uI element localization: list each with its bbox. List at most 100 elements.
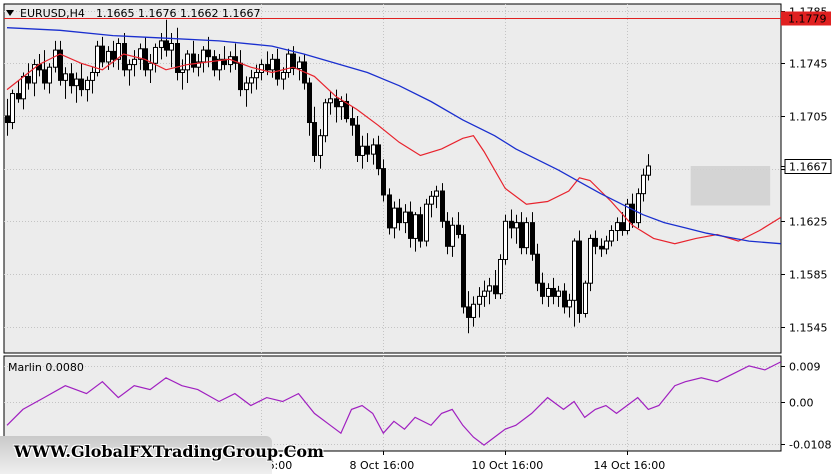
bullish-candle-body <box>318 135 323 156</box>
bullish-candle-body <box>90 71 95 81</box>
bearish-candle-body <box>111 50 116 60</box>
bullish-candle-body <box>641 174 646 195</box>
indicator-axis[interactable]: 0.009 0.00 -0.0108 <box>781 361 831 452</box>
watermark-text: WWW.GlobalFXTradingGroup.Com <box>14 442 324 461</box>
bullish-candle-body <box>259 64 264 73</box>
bullish-candle-body <box>132 58 137 66</box>
bullish-candle-body <box>53 49 58 68</box>
bearish-candle-body <box>630 203 635 224</box>
bullish-candle-body <box>116 43 121 60</box>
bullish-candle-body <box>646 165 651 176</box>
bearish-candle-body <box>238 62 243 91</box>
bearish-candle-body <box>58 49 63 81</box>
indicator-plot-area[interactable] <box>3 355 782 452</box>
bearish-candle-body <box>461 233 466 308</box>
indicator-tick-label: 0.009 <box>789 361 821 374</box>
bearish-candle-body <box>397 207 402 224</box>
bullish-candle-body <box>47 66 52 84</box>
bullish-candle-body <box>392 207 397 229</box>
bearish-candle-body <box>69 73 74 87</box>
bullish-candle-body <box>244 82 249 91</box>
bearish-candle-body <box>344 100 349 120</box>
bearish-candle-body <box>408 211 413 239</box>
bearish-candle-body <box>593 237 598 247</box>
bearish-candle-body <box>535 253 540 284</box>
price-tick-label: 1.1745 <box>789 58 828 71</box>
fast-moving-average-line <box>6 53 782 245</box>
bullish-candle-body <box>482 290 487 297</box>
time-tick-label: 14 Oct 16:00 <box>594 459 666 472</box>
bullish-candle-body <box>477 295 482 305</box>
bullish-candle-body <box>217 58 222 71</box>
bearish-candle-body <box>16 93 21 100</box>
bullish-candle-body <box>249 77 254 84</box>
bullish-candle-body <box>572 240 577 301</box>
bearish-candle-body <box>275 58 280 80</box>
bearish-candle-body <box>222 58 227 66</box>
current-price-tag <box>784 159 832 174</box>
bullish-candle-body <box>138 48 143 60</box>
bearish-candle-body <box>334 98 339 108</box>
bullish-candle-body <box>85 79 90 91</box>
bearish-candle-body <box>387 194 392 229</box>
bullish-candle-body <box>567 299 572 308</box>
bearish-candle-body <box>265 64 270 71</box>
bullish-candle-body <box>159 40 164 48</box>
bullish-candle-body <box>434 190 439 197</box>
bullish-candle-body <box>323 102 328 137</box>
bearish-candle-body <box>530 222 535 255</box>
bullish-candle-body <box>127 64 132 71</box>
marlin-oscillator-line <box>6 361 782 446</box>
bearish-candle-body <box>355 124 360 156</box>
indicator-tick-label: -0.0108 <box>789 439 831 452</box>
slow-moving-average-line <box>6 27 781 245</box>
bullish-candle-body <box>403 211 408 224</box>
price-tick-label: 1.1585 <box>789 269 828 282</box>
bullish-candle-body <box>424 203 429 242</box>
bearish-candle-body <box>519 222 524 249</box>
bearish-candle-body <box>493 285 498 295</box>
bullish-candle-body <box>609 230 614 242</box>
bullish-candle-body <box>514 222 519 229</box>
price-tick-label: 1.1705 <box>789 111 828 124</box>
bullish-candle-body <box>153 46 158 64</box>
bullish-candle-body <box>503 220 508 260</box>
bearish-candle-body <box>291 53 296 70</box>
bearish-candle-body <box>577 240 582 314</box>
bullish-candle-body <box>32 64 37 84</box>
bearish-candle-body <box>445 220 450 247</box>
bullish-candle-body <box>556 290 561 297</box>
bullish-candle-body <box>270 58 275 71</box>
indicator-tick-label: 0.00 <box>789 397 814 410</box>
bearish-candle-body <box>350 118 355 126</box>
resistance-price-label: 1.1779 <box>788 13 827 26</box>
bearish-candle-body <box>122 43 127 71</box>
bearish-candle-body <box>466 306 471 318</box>
bearish-candle-body <box>5 115 10 124</box>
bullish-candle-body <box>450 224 455 247</box>
bullish-candle-body <box>201 49 206 63</box>
candlestick-series <box>5 19 651 334</box>
watermark-banner: WWW.GlobalFXTradingGroup.Com <box>0 436 324 474</box>
bullish-candle-body <box>588 237 593 284</box>
bullish-candle-body <box>371 144 376 155</box>
bullish-candle-body <box>286 53 291 73</box>
bullish-candle-body <box>360 145 365 156</box>
bearish-candle-body <box>381 168 386 196</box>
bearish-candle-body <box>312 122 317 156</box>
bullish-candle-body <box>196 61 201 68</box>
target-zone-box <box>690 165 771 206</box>
bearish-candle-body <box>164 40 169 51</box>
price-tick-label: 1.1625 <box>789 216 828 229</box>
bearish-candle-body <box>440 190 445 222</box>
chart-menu-triangle-icon[interactable] <box>6 10 14 16</box>
bullish-candle-body <box>615 222 620 232</box>
bullish-candle-body <box>429 195 434 205</box>
bullish-candle-body <box>95 45 100 73</box>
bearish-candle-body <box>233 56 238 64</box>
bullish-candle-body <box>487 285 492 292</box>
bullish-candle-body <box>180 69 185 73</box>
bullish-candle-body <box>604 240 609 250</box>
bearish-candle-body <box>456 224 461 235</box>
bullish-candle-body <box>328 98 333 104</box>
